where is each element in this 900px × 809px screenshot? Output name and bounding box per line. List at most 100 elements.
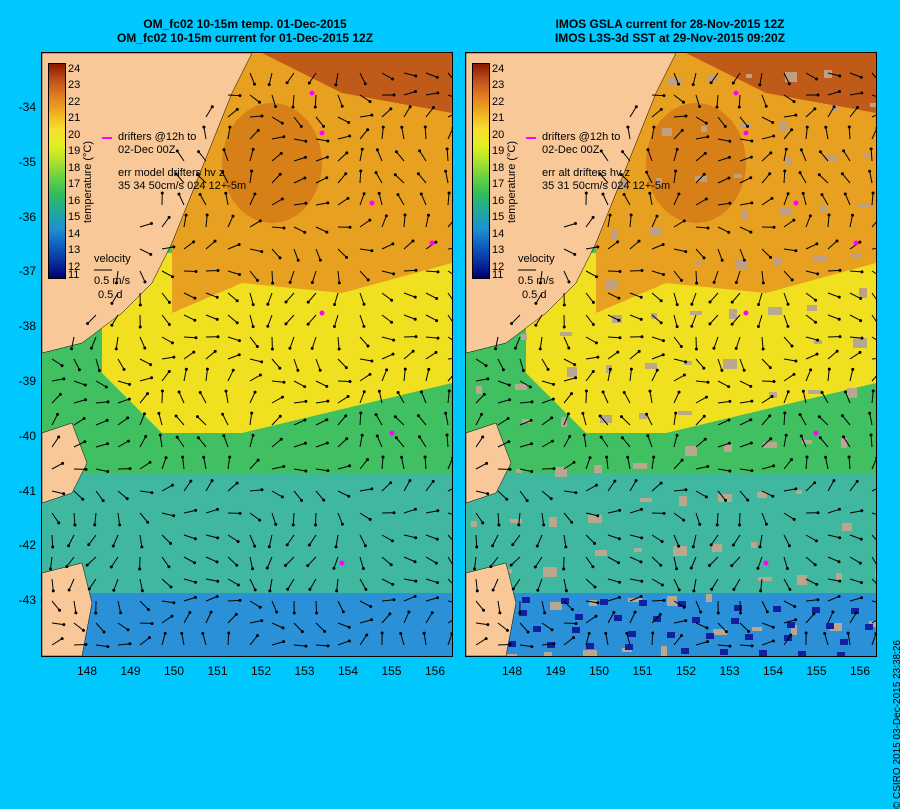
vector-head bbox=[510, 564, 513, 567]
vector-head bbox=[710, 81, 713, 84]
vector-head bbox=[201, 632, 204, 635]
vector-head bbox=[390, 563, 393, 566]
vector-head bbox=[828, 368, 831, 371]
vector-head bbox=[831, 611, 834, 614]
vector-head bbox=[750, 156, 753, 159]
right-title-line2: IMOS L3S-3d SST at 29-Nov-2015 09:20Z bbox=[485, 31, 855, 45]
vector-head bbox=[84, 398, 87, 401]
vector-arrow bbox=[652, 95, 664, 96]
vector-head bbox=[414, 508, 417, 511]
vector-head bbox=[266, 303, 269, 306]
vector-head bbox=[743, 369, 746, 372]
cold-patch bbox=[759, 650, 767, 656]
vector-head bbox=[682, 519, 685, 522]
cloud-mask-patch bbox=[712, 544, 722, 552]
vector-head bbox=[168, 323, 171, 326]
vector-head bbox=[534, 565, 537, 568]
vector-head bbox=[794, 360, 797, 363]
cloud-mask-patch bbox=[543, 567, 557, 577]
vector-head bbox=[57, 521, 60, 524]
cloud-mask-patch bbox=[650, 228, 662, 236]
cold-patch bbox=[575, 614, 583, 620]
vector-head bbox=[702, 367, 705, 370]
vector-head bbox=[620, 415, 623, 418]
vector-head bbox=[281, 122, 284, 125]
cloud-mask-patch bbox=[841, 438, 847, 448]
vector-head bbox=[835, 240, 838, 243]
vector-head bbox=[567, 412, 570, 415]
vector-head bbox=[571, 608, 574, 611]
vector-head bbox=[725, 630, 728, 633]
vector-head bbox=[728, 470, 731, 473]
vector-head bbox=[444, 412, 447, 415]
vector-head bbox=[211, 105, 214, 108]
x-tick-label: 153 bbox=[715, 664, 745, 678]
vector-head bbox=[480, 413, 483, 416]
vector-head bbox=[662, 353, 665, 356]
vector-head bbox=[286, 543, 289, 546]
vector-head bbox=[646, 148, 649, 151]
vector-head bbox=[196, 415, 199, 418]
cloud-mask-patch bbox=[640, 498, 652, 502]
vector-head bbox=[253, 193, 256, 196]
vector-head bbox=[392, 511, 395, 514]
y-tick-label: -36 bbox=[4, 210, 36, 224]
vector-head bbox=[596, 601, 599, 604]
vector-head bbox=[574, 376, 577, 379]
vector-head bbox=[731, 323, 734, 326]
vector-head bbox=[824, 456, 827, 459]
vector-head bbox=[692, 589, 695, 592]
vector-head bbox=[284, 322, 287, 325]
vector-head bbox=[724, 125, 727, 128]
vector-head bbox=[323, 630, 326, 633]
colorbar-tick-label: 16 bbox=[492, 195, 504, 207]
vector-head bbox=[819, 150, 822, 153]
vector-head bbox=[595, 275, 598, 278]
vector-head bbox=[348, 226, 351, 229]
vector-head bbox=[237, 540, 240, 543]
cloud-mask-patch bbox=[567, 367, 577, 377]
vector-head bbox=[84, 384, 87, 387]
colorbar-tick-label: 23 bbox=[492, 79, 504, 91]
vector-head bbox=[788, 82, 791, 85]
vector-head bbox=[194, 581, 197, 584]
cloud-mask-patch bbox=[505, 654, 517, 656]
cloud-mask-patch bbox=[611, 230, 617, 240]
vector-head bbox=[436, 538, 439, 541]
colorbar-tick-label: 19 bbox=[68, 145, 80, 157]
vector-head bbox=[680, 279, 683, 282]
cloud-mask-patch bbox=[583, 650, 597, 656]
colorbar-tick-label: 22 bbox=[492, 96, 504, 108]
vector-head bbox=[818, 415, 821, 418]
vector-head bbox=[604, 632, 607, 635]
vector-head bbox=[61, 637, 64, 640]
vector-head bbox=[171, 275, 174, 278]
x-tick-label: 155 bbox=[377, 664, 407, 678]
cloud-mask-patch bbox=[661, 646, 667, 656]
vector-head bbox=[176, 436, 179, 439]
vector-head bbox=[819, 436, 822, 439]
vector-head bbox=[783, 170, 786, 173]
vector-head bbox=[253, 545, 256, 548]
vector-head bbox=[235, 564, 238, 567]
vector-head bbox=[563, 303, 566, 306]
vector-head bbox=[251, 434, 254, 437]
vector-head bbox=[194, 270, 197, 273]
vector-head bbox=[526, 499, 529, 502]
vector-head bbox=[394, 415, 397, 418]
cloud-mask-patch bbox=[864, 153, 872, 157]
vector-head bbox=[813, 481, 816, 484]
vector-head bbox=[814, 321, 817, 324]
vector-head bbox=[565, 589, 568, 592]
vector-head bbox=[574, 622, 577, 625]
vector-head bbox=[522, 369, 525, 372]
vector-head bbox=[148, 636, 151, 639]
vector-head bbox=[143, 346, 146, 349]
vector-head bbox=[303, 231, 306, 234]
vector-head bbox=[838, 508, 841, 511]
cloud-mask-patch bbox=[819, 205, 827, 211]
vector-head bbox=[370, 360, 373, 363]
vector-head bbox=[289, 281, 292, 284]
vector-head bbox=[859, 351, 862, 354]
vector-head bbox=[806, 456, 809, 459]
